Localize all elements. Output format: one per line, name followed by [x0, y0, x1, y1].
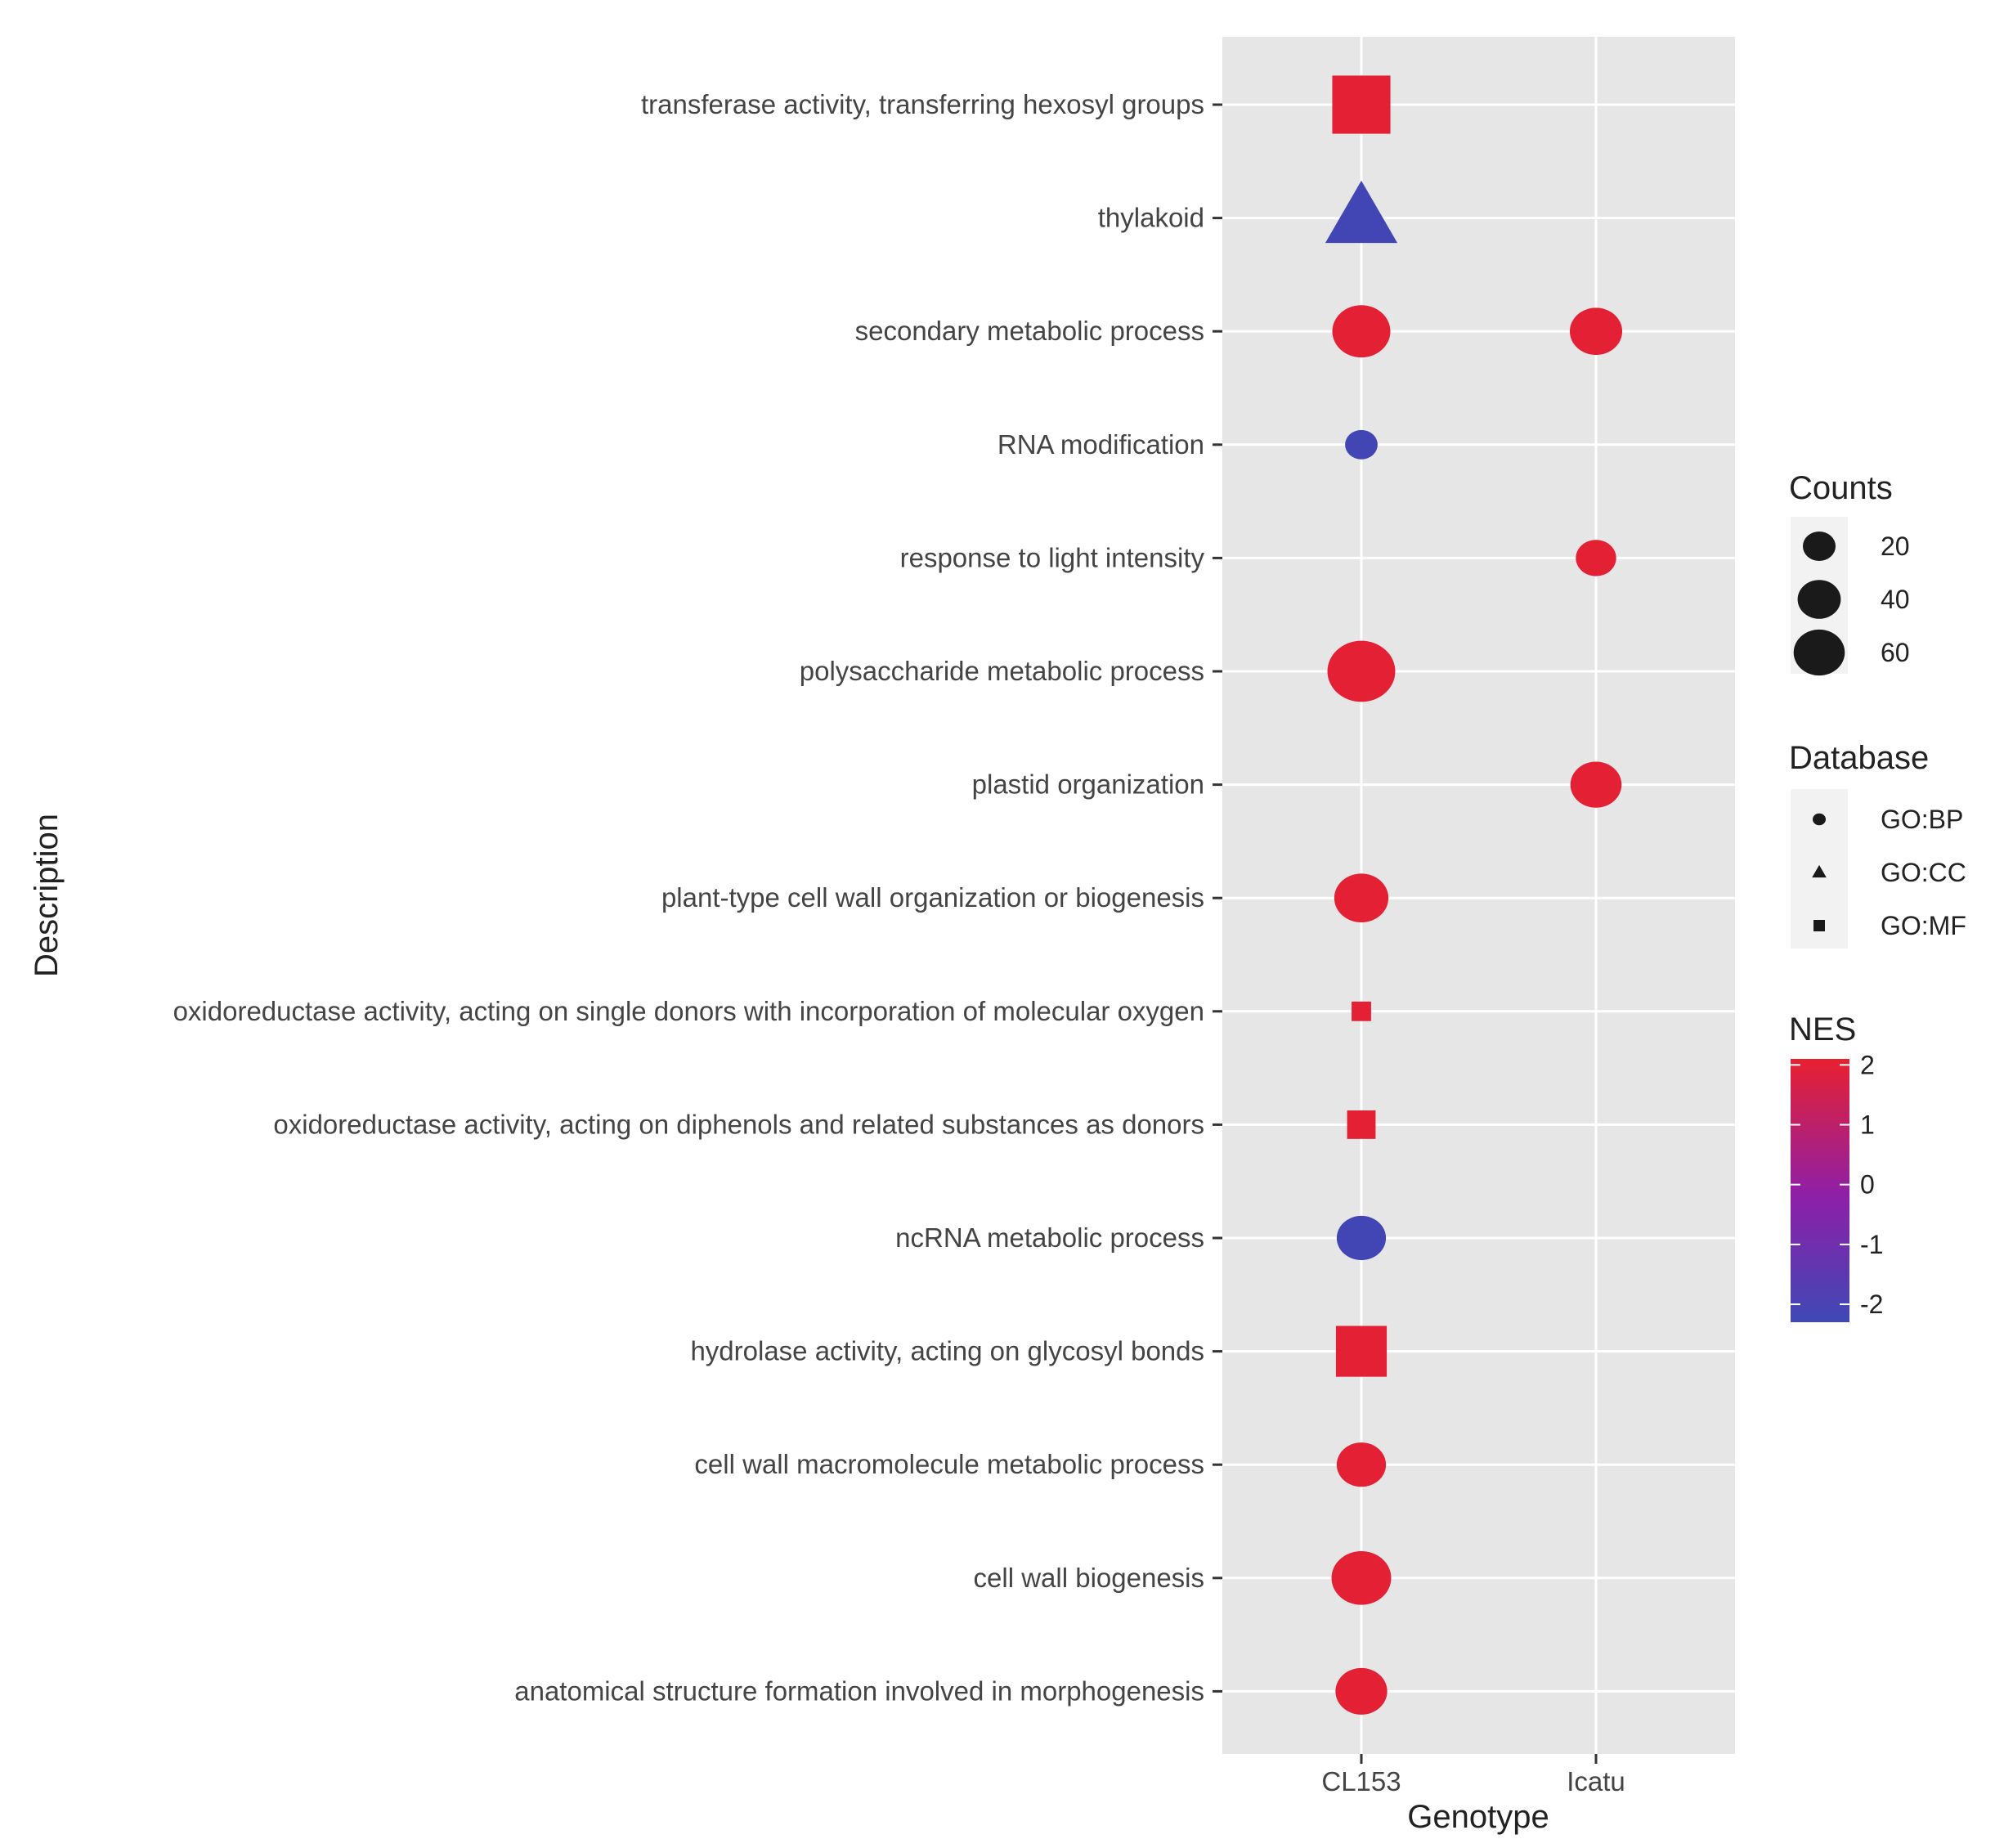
x-tick-label: Icatu — [1567, 1766, 1625, 1796]
legend-counts-key — [1793, 629, 1845, 676]
nes-tick-label: -1 — [1860, 1230, 1883, 1259]
legend-database-label: GO:BP — [1881, 805, 1963, 834]
y-axis-labels: transferase activity, transferring hexos… — [173, 89, 1222, 1706]
data-points — [1325, 75, 1623, 1715]
y-tick-label: hydrolase activity, acting on glycosyl b… — [690, 1336, 1204, 1366]
legend-database-title: Database — [1789, 740, 1929, 776]
data-point — [1347, 1110, 1376, 1139]
y-tick-label: anatomical structure formation involved … — [514, 1675, 1204, 1706]
y-tick-label: cell wall biogenesis — [974, 1563, 1204, 1593]
x-axis-title: Genotype — [1407, 1799, 1549, 1835]
x-axis-labels: CL153 Icatu — [1321, 1754, 1625, 1796]
y-tick-label: polysaccharide metabolic process — [800, 656, 1204, 686]
legend-counts-label: 60 — [1881, 638, 1910, 667]
legend-database-label: GO:MF — [1881, 911, 1966, 940]
y-tick-label: plastid organization — [972, 769, 1204, 800]
nes-colorbar — [1791, 1059, 1849, 1322]
legend-database: Database GO:BP GO:CC GO:MF — [1789, 740, 1966, 949]
legend-database-key — [1812, 864, 1827, 878]
legend-counts-title: Counts — [1789, 470, 1893, 506]
nes-tick-label: 1 — [1860, 1110, 1875, 1140]
y-tick-label: response to light intensity — [900, 542, 1205, 572]
data-point — [1335, 1325, 1388, 1377]
y-tick-label: plant-type cell wall organization or bio… — [661, 882, 1204, 913]
data-point — [1332, 305, 1391, 358]
data-point — [1570, 761, 1622, 808]
nes-tick-label: 2 — [1860, 1050, 1875, 1079]
legend-database-key — [1813, 813, 1826, 826]
legend-nes: NES 2 1 0 -1 -2 — [1789, 1011, 1883, 1322]
legend-counts-label: 40 — [1881, 585, 1910, 614]
data-point — [1336, 1215, 1387, 1261]
data-point — [1334, 873, 1389, 923]
y-tick-label: oxidoreductase activity, acting on singl… — [173, 996, 1204, 1026]
legend-counts-key — [1802, 531, 1836, 562]
y-tick-label: oxidoreductase activity, acting on diphe… — [273, 1109, 1204, 1139]
data-point — [1331, 1550, 1392, 1605]
plot-panel — [1222, 37, 1735, 1754]
y-tick-label: secondary metabolic process — [855, 316, 1204, 346]
legend-counts-label: 20 — [1881, 532, 1910, 561]
y-tick-label: RNA modification — [998, 429, 1204, 460]
data-point — [1325, 180, 1398, 244]
x-tick-label: CL153 — [1321, 1766, 1401, 1796]
data-point — [1327, 640, 1396, 702]
y-tick-label: transferase activity, transferring hexos… — [641, 89, 1204, 119]
legend-counts: Counts 20 40 60 — [1789, 470, 1910, 676]
y-tick-label: thylakoid — [1098, 203, 1204, 233]
data-point — [1332, 75, 1391, 134]
grid-lines — [1222, 37, 1735, 1754]
nes-tick-label: 0 — [1860, 1170, 1875, 1200]
data-point — [1352, 1001, 1371, 1021]
y-tick-label: ncRNA metabolic process — [895, 1222, 1204, 1253]
data-point — [1569, 307, 1623, 356]
nes-tick-label: -2 — [1860, 1290, 1883, 1319]
y-tick-label: cell wall macromolecule metabolic proces… — [694, 1449, 1204, 1479]
legend-nes-title: NES — [1789, 1011, 1856, 1047]
y-axis-title: Description — [29, 814, 65, 977]
legend-counts-key — [1797, 580, 1841, 619]
data-point — [1336, 1442, 1387, 1487]
data-point — [1335, 1667, 1388, 1715]
data-point — [1576, 540, 1616, 576]
legend-database-key — [1813, 920, 1825, 931]
legend-database-label: GO:CC — [1881, 858, 1966, 887]
data-point — [1345, 429, 1378, 460]
